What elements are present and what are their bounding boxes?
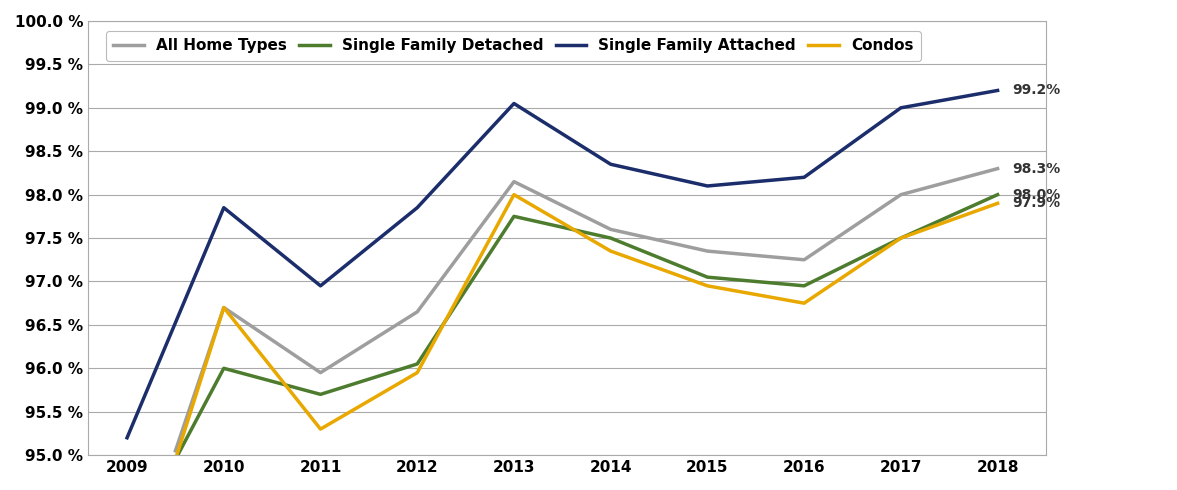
Single Family Attached [604, 161, 618, 167]
Text: 97.9%: 97.9% [1012, 196, 1060, 210]
Single Family Attached [991, 88, 1005, 94]
Text: 99.2%: 99.2% [1012, 83, 1060, 98]
All Home Types [893, 192, 907, 197]
All Home Types [700, 248, 714, 254]
Single Family Detached [168, 457, 182, 463]
Single Family Attached [313, 283, 327, 289]
Condos [217, 305, 231, 311]
All Home Types [313, 370, 327, 376]
Condos [507, 192, 521, 197]
Single Family Detached [797, 283, 811, 289]
Condos [410, 370, 424, 376]
Single Family Detached [604, 235, 618, 241]
Text: 98.3%: 98.3% [1012, 162, 1060, 175]
Text: 98.0%: 98.0% [1012, 188, 1060, 202]
Single Family Detached [410, 361, 424, 367]
All Home Types [410, 309, 424, 315]
Line: Single Family Attached: Single Family Attached [127, 91, 998, 438]
Condos [313, 426, 327, 432]
Single Family Attached [507, 100, 521, 106]
Single Family Detached [893, 235, 907, 241]
Single Family Attached [893, 105, 907, 111]
All Home Types [604, 226, 618, 232]
Single Family Attached [120, 435, 134, 441]
Condos [893, 235, 907, 241]
Single Family Attached [700, 183, 714, 189]
All Home Types [168, 448, 182, 454]
All Home Types [797, 257, 811, 263]
All Home Types [507, 179, 521, 185]
Legend: All Home Types, Single Family Detached, Single Family Attached, Condos: All Home Types, Single Family Detached, … [106, 31, 922, 61]
Single Family Attached [410, 205, 424, 211]
Condos [700, 283, 714, 289]
Single Family Detached [991, 192, 1005, 197]
Single Family Attached [217, 205, 231, 211]
All Home Types [217, 305, 231, 311]
Condos [168, 457, 182, 463]
Single Family Attached [797, 174, 811, 180]
Single Family Detached [217, 366, 231, 371]
Single Family Detached [700, 274, 714, 280]
Single Family Detached [507, 214, 521, 220]
Line: All Home Types: All Home Types [175, 169, 998, 451]
Line: Condos: Condos [175, 195, 998, 460]
Condos [797, 300, 811, 306]
All Home Types [991, 166, 1005, 171]
Line: Single Family Detached: Single Family Detached [175, 195, 998, 460]
Condos [991, 200, 1005, 206]
Condos [604, 248, 618, 254]
Single Family Detached [313, 392, 327, 397]
